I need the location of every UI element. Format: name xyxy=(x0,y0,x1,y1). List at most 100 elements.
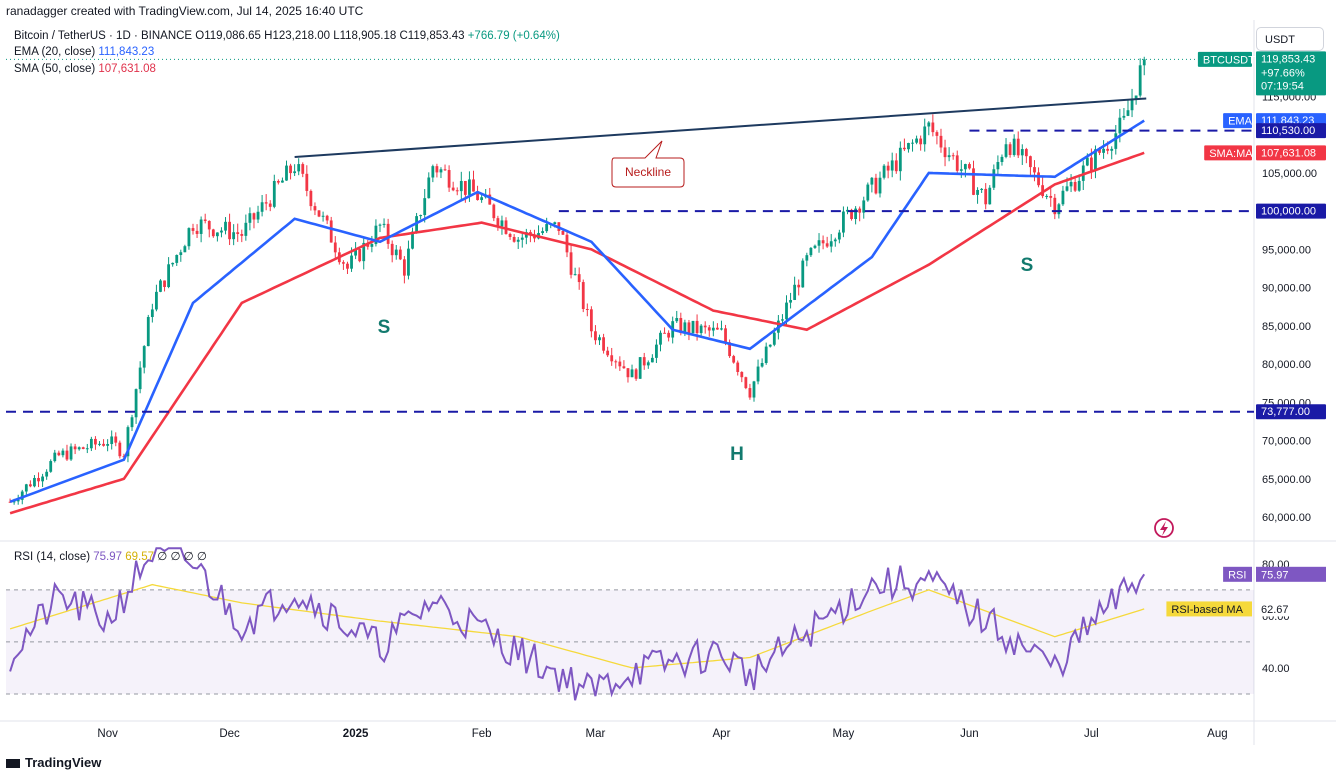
candle-body xyxy=(472,179,475,192)
candle-body xyxy=(1073,181,1077,191)
candle-body xyxy=(41,476,44,482)
candle-body xyxy=(28,484,32,487)
candle-body xyxy=(1049,195,1053,198)
candle-body xyxy=(711,327,715,331)
candle-body xyxy=(1061,190,1065,205)
rsi-legend-row[interactable]: RSI (14, close) 75.97 69.57 ∅ ∅ ∅ ∅ xyxy=(14,549,207,563)
candle-body xyxy=(679,318,683,334)
candle-body xyxy=(138,367,142,390)
currency-selector-button[interactable]: USDT xyxy=(1256,27,1324,51)
candle-body xyxy=(862,200,866,213)
candle-body xyxy=(1012,138,1016,155)
candle-body xyxy=(756,366,760,382)
price-axis-tick: 65,000.00 xyxy=(1262,474,1311,486)
candle-body xyxy=(947,155,951,158)
candle-body xyxy=(1008,144,1012,155)
candle-body xyxy=(175,255,179,263)
candle-body xyxy=(939,135,943,148)
time-axis-tick: Apr xyxy=(713,728,731,740)
candle-body xyxy=(886,165,890,171)
sma-legend-value: 107,631.08 xyxy=(98,63,156,75)
price-tag-box xyxy=(1256,145,1326,161)
candle-body xyxy=(1122,115,1126,118)
candle-body xyxy=(24,484,28,492)
neckline-callout: Neckline xyxy=(611,140,685,188)
candle-body xyxy=(943,147,947,158)
candle-body xyxy=(793,284,797,300)
candle-body xyxy=(236,232,240,235)
ema-legend-row[interactable]: EMA (20, close) 111,843.23 xyxy=(14,46,154,58)
candle-body xyxy=(1053,197,1057,215)
price-axis-tick: 85,000.00 xyxy=(1262,321,1311,333)
candle-body xyxy=(683,322,687,334)
candle-body xyxy=(968,164,971,169)
candle-body xyxy=(228,221,231,240)
candle-body xyxy=(85,448,89,450)
candle-body xyxy=(171,262,175,265)
candle-body xyxy=(244,222,248,236)
candle-body xyxy=(744,377,748,389)
candle-body xyxy=(809,247,813,256)
candle-body xyxy=(45,471,49,477)
candle-body xyxy=(427,177,431,199)
candle-body xyxy=(1106,148,1110,151)
candle-body xyxy=(1102,148,1105,153)
candle-body xyxy=(833,239,837,242)
candle-body xyxy=(289,165,292,174)
candle-body xyxy=(183,246,187,253)
candle-body xyxy=(740,371,744,378)
candle-body xyxy=(12,501,16,503)
candle-body xyxy=(398,249,402,260)
candle-body xyxy=(1057,204,1061,215)
candle-body xyxy=(256,211,260,220)
candle-body xyxy=(760,363,764,367)
candle-body xyxy=(390,243,394,256)
candle-body xyxy=(463,180,467,195)
candle-body xyxy=(703,325,707,328)
rsi-tag-box xyxy=(1256,566,1326,582)
candle-body xyxy=(439,169,443,173)
sma-legend-row[interactable]: SMA (50, close) 107,631.08 xyxy=(14,63,156,75)
candle-body xyxy=(598,337,601,341)
symbol-legend-row[interactable]: Bitcoin / TetherUS · 1D · BINANCE O119,0… xyxy=(14,30,560,42)
candle-body xyxy=(358,249,362,262)
candle-body xyxy=(573,274,577,276)
candle-body xyxy=(1041,185,1045,197)
candle-body xyxy=(626,368,630,378)
candle-body xyxy=(248,213,252,223)
candle-body xyxy=(622,366,626,369)
candle-body xyxy=(20,491,24,500)
candle-body xyxy=(69,446,73,460)
candle-body xyxy=(915,138,918,143)
candle-body xyxy=(394,249,398,256)
candle-body xyxy=(829,241,833,247)
rsi-tag-label-box xyxy=(1166,601,1252,617)
candle-body xyxy=(911,142,914,144)
candle-body xyxy=(520,237,524,240)
price-tag-label-box xyxy=(1197,51,1252,67)
rsi-ma-line xyxy=(9,583,1145,669)
symbol-title[interactable]: Bitcoin / TetherUS · 1D · BINANCE xyxy=(14,30,193,42)
candle-body xyxy=(49,461,53,472)
candle-body xyxy=(874,177,878,194)
candle-body xyxy=(898,147,902,172)
candle-body xyxy=(110,436,114,445)
candle-body xyxy=(858,208,862,213)
candle-body xyxy=(81,447,85,449)
candle-body xyxy=(959,169,963,171)
candle-body xyxy=(150,309,154,318)
price-tag-label-box xyxy=(1223,113,1252,129)
candle-body xyxy=(179,252,183,256)
tradingview-logo[interactable]: TradingView xyxy=(6,755,101,770)
candle-body xyxy=(159,280,162,292)
candle-body xyxy=(789,299,792,303)
candle-body xyxy=(890,160,894,171)
candle-body xyxy=(825,243,829,247)
candle-body xyxy=(264,202,268,204)
candle-body xyxy=(650,357,654,363)
candle-body xyxy=(435,166,439,173)
candle-body xyxy=(533,235,536,239)
time-axis-tick: Mar xyxy=(586,728,606,740)
neckline-callout-text: Neckline xyxy=(625,165,671,179)
